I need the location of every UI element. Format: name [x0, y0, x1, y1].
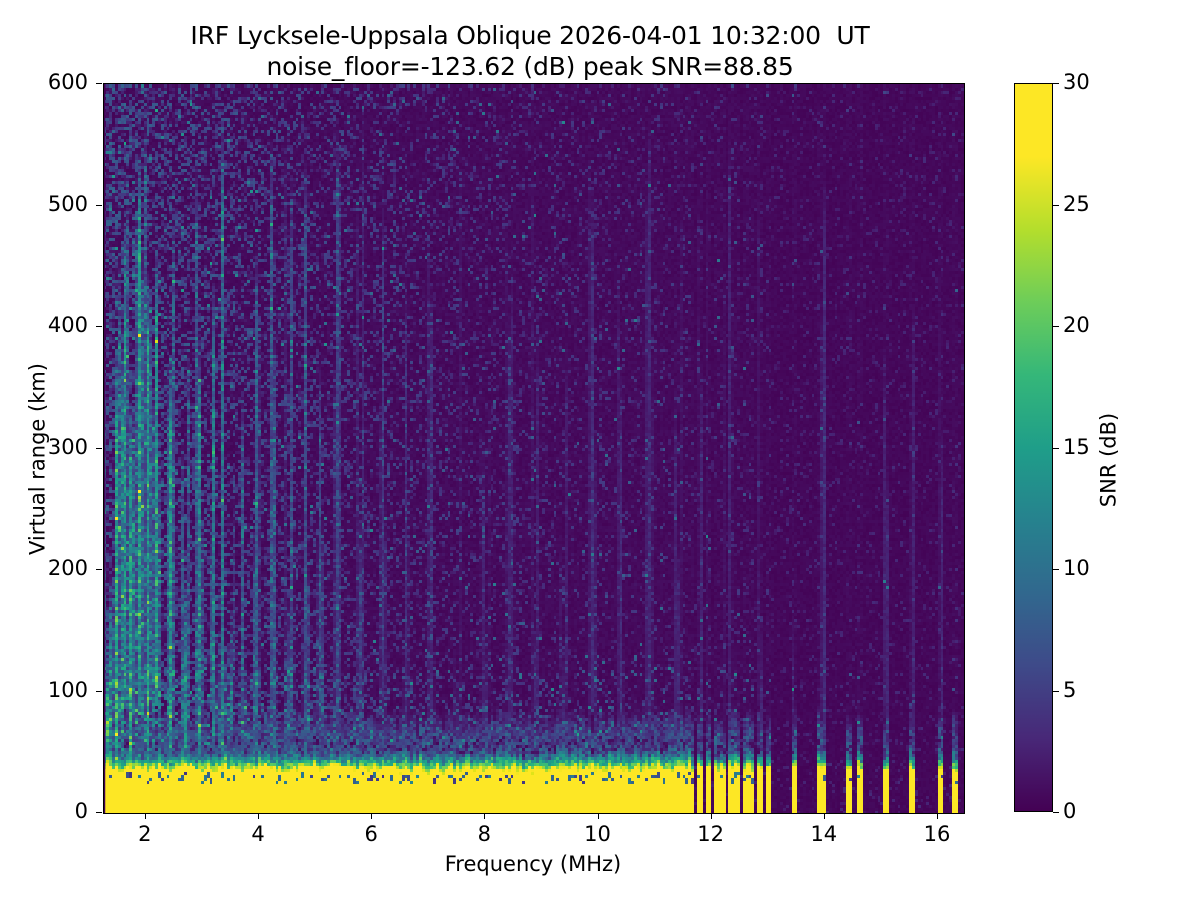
x-tick-mark: [823, 813, 825, 819]
y-tick-label: 200: [47, 556, 88, 580]
colorbar-tick-mark: [1053, 569, 1059, 570]
colorbar-tick-label: 0: [1063, 799, 1077, 823]
x-tick-label: 14: [810, 822, 838, 846]
y-tick-label: 400: [47, 313, 88, 337]
y-tick-mark: [96, 569, 102, 570]
colorbar-tick-mark: [1053, 326, 1059, 327]
colorbar-tick-label: 10: [1063, 556, 1090, 580]
x-tick-mark: [597, 813, 599, 819]
x-tick-label: 6: [364, 822, 378, 846]
x-tick-label: 2: [138, 822, 152, 846]
x-tick-mark: [144, 813, 146, 819]
y-tick-label: 500: [47, 191, 88, 216]
y-tick-mark: [96, 204, 102, 206]
colorbar-tick-mark: [1053, 812, 1059, 813]
colorbar-tick-mark: [1053, 690, 1059, 692]
colorbar-tick-label: 25: [1063, 191, 1090, 216]
x-tick-label: 10: [584, 822, 611, 846]
colorbar-gradient: [1014, 83, 1053, 812]
x-axis-label: Frequency (MHz): [444, 852, 622, 876]
title-line-1: IRF Lycksele-Uppsala Oblique 2026-04-01 …: [190, 21, 870, 50]
y-tick-mark: [96, 812, 102, 813]
colorbar-tick-mark: [1053, 83, 1059, 84]
x-tick-label: 16: [923, 822, 951, 846]
colorbar-tick-label: 20: [1063, 313, 1090, 337]
y-tick-label: 100: [47, 677, 88, 702]
x-tick-mark: [484, 813, 486, 819]
y-tick-mark: [96, 447, 102, 449]
page-title: IRF Lycksele-Uppsala Oblique 2026-04-01 …: [0, 20, 1060, 82]
colorbar-tick-mark: [1053, 447, 1059, 449]
ionogram-heatmap-canvas: [104, 84, 964, 813]
x-tick-mark: [258, 813, 260, 819]
x-tick-label: 8: [477, 822, 492, 846]
y-tick-label: 600: [47, 70, 88, 94]
x-tick-label: 4: [251, 822, 265, 846]
x-tick-mark: [371, 813, 373, 819]
colorbar-tick-mark: [1053, 204, 1059, 206]
x-tick-mark: [936, 813, 938, 819]
colorbar-tick-label: 5: [1063, 677, 1077, 702]
ionogram-plot-area: [103, 83, 965, 814]
title-line-2: noise_floor=-123.62 (dB) peak SNR=88.85: [266, 52, 794, 81]
colorbar-tick-label: 30: [1063, 70, 1090, 94]
y-tick-mark: [96, 83, 102, 84]
y-tick-mark: [96, 690, 102, 692]
x-tick-mark: [710, 813, 712, 819]
y-tick-label: 300: [47, 434, 88, 459]
y-tick-mark: [96, 326, 102, 327]
y-tick-label: 0: [74, 799, 88, 823]
x-tick-label: 12: [697, 822, 725, 846]
colorbar-tick-label: 15: [1063, 434, 1090, 459]
colorbar-label: SNR (dB): [1096, 412, 1121, 508]
colorbar: SNR (dB) 0 5 10 15 20 25 30: [1014, 70, 1121, 823]
y-axis-label: Virtual range (km): [25, 362, 50, 556]
